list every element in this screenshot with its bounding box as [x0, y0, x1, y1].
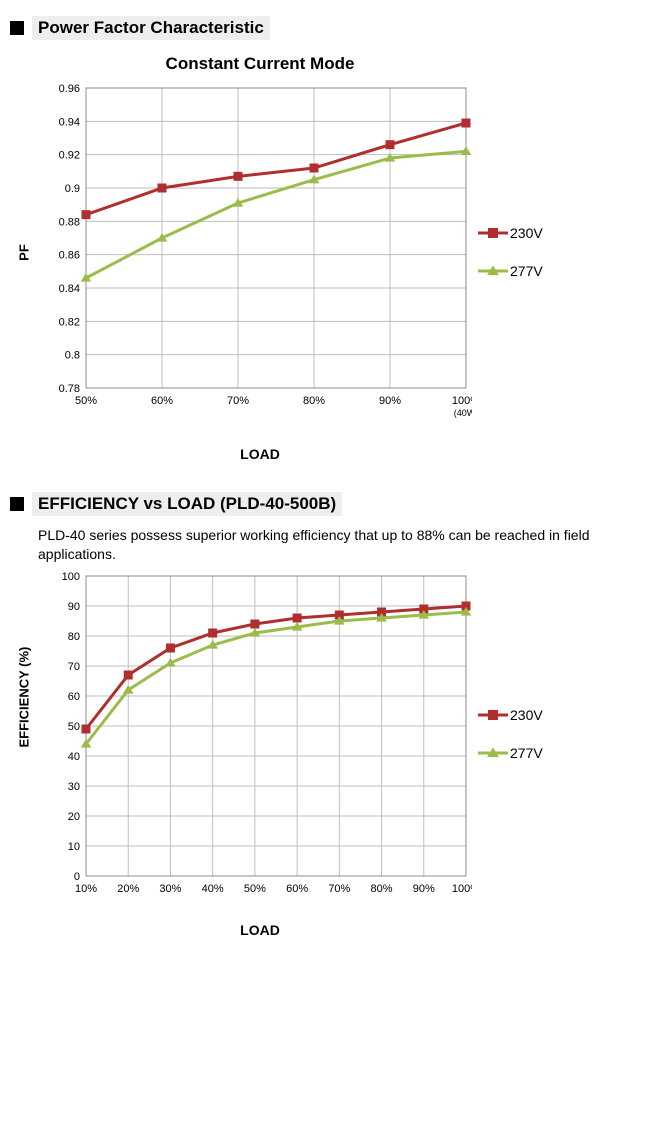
section-heading-row: EFFICIENCY vs LOAD (PLD-40-500B): [10, 492, 660, 516]
svg-text:30: 30: [68, 781, 80, 793]
x-axis-label: LOAD: [70, 446, 450, 462]
page-root: Power Factor Characteristic Constant Curr…: [10, 16, 660, 938]
svg-text:20: 20: [68, 811, 80, 823]
legend-label: 277V: [510, 745, 543, 761]
svg-text:90%: 90%: [413, 883, 435, 895]
svg-text:100%: 100%: [452, 395, 472, 407]
svg-text:60%: 60%: [151, 395, 173, 407]
svg-text:90%: 90%: [379, 395, 401, 407]
y-axis-label: EFFICIENCY (%): [17, 720, 32, 748]
svg-text:0.88: 0.88: [59, 216, 80, 228]
svg-text:0.92: 0.92: [59, 150, 80, 162]
chart-title: Constant Current Mode: [70, 54, 450, 74]
section-description: PLD-40 series possess superior working e…: [38, 526, 598, 564]
bullet-icon: [10, 21, 24, 35]
svg-text:80%: 80%: [371, 883, 393, 895]
svg-text:0.86: 0.86: [59, 250, 80, 262]
section-heading-row: Power Factor Characteristic: [10, 16, 660, 40]
legend-item: 277V: [478, 745, 543, 761]
svg-text:0.8: 0.8: [65, 350, 80, 362]
svg-text:40: 40: [68, 751, 80, 763]
svg-text:60: 60: [68, 691, 80, 703]
svg-text:70%: 70%: [328, 883, 350, 895]
chart-block: PF 0.78 0.8 0.82 0.84 0.86 0.88 0.9 0.92 0.94 0.96…: [10, 80, 660, 424]
bullet-icon: [10, 497, 24, 511]
legend-item: 230V: [478, 225, 543, 241]
legend-label: 230V: [510, 707, 543, 723]
section: EFFICIENCY vs LOAD (PLD-40-500B) PLD-40 s…: [10, 492, 660, 938]
legend-swatch: [478, 746, 508, 760]
legend: 230V 277V: [478, 225, 543, 279]
legend-label: 230V: [510, 225, 543, 241]
svg-text:80%: 80%: [303, 395, 325, 407]
svg-text:0.9: 0.9: [65, 183, 80, 195]
svg-text:40%: 40%: [202, 883, 224, 895]
legend-label: 277V: [510, 263, 543, 279]
svg-text:70: 70: [68, 661, 80, 673]
svg-text:30%: 30%: [159, 883, 181, 895]
x-axis-label: LOAD: [70, 922, 450, 938]
svg-text:50%: 50%: [75, 395, 97, 407]
svg-text:50: 50: [68, 721, 80, 733]
section-heading: EFFICIENCY vs LOAD (PLD-40-500B): [32, 492, 342, 516]
y-axis-label: PF: [17, 238, 32, 266]
svg-text:0.78: 0.78: [59, 383, 80, 395]
svg-text:70%: 70%: [227, 395, 249, 407]
svg-text:0.82: 0.82: [59, 316, 80, 328]
section: Power Factor Characteristic Constant Curr…: [10, 16, 660, 492]
chart-svg: 0.78 0.8 0.82 0.84 0.86 0.88 0.9 0.92 0.94 0.96 50…: [38, 80, 472, 424]
chart-block: EFFICIENCY (%) 0 10 20 30 40 50 60 70 80 90 100 10% 2…: [10, 568, 660, 900]
section-heading: Power Factor Characteristic: [32, 16, 270, 40]
svg-text:10: 10: [68, 841, 80, 853]
svg-text:80: 80: [68, 631, 80, 643]
svg-text:10%: 10%: [75, 883, 97, 895]
legend: 230V 277V: [478, 707, 543, 761]
legend-item: 277V: [478, 263, 543, 279]
legend-item: 230V: [478, 707, 543, 723]
legend-swatch: [478, 226, 508, 240]
svg-text:50%: 50%: [244, 883, 266, 895]
legend-swatch: [478, 708, 508, 722]
svg-text:(40W): (40W): [454, 408, 472, 418]
svg-text:20%: 20%: [117, 883, 139, 895]
svg-text:100: 100: [62, 571, 80, 583]
svg-text:0.84: 0.84: [59, 283, 80, 295]
chart-svg: 0 10 20 30 40 50 60 70 80 90 100 10% 20% 30% 40% 50% 60%…: [38, 568, 472, 900]
svg-text:100%: 100%: [452, 883, 472, 895]
svg-text:60%: 60%: [286, 883, 308, 895]
svg-text:90: 90: [68, 601, 80, 613]
svg-text:0.96: 0.96: [59, 83, 80, 95]
legend-swatch: [478, 264, 508, 278]
svg-text:0: 0: [74, 871, 80, 883]
svg-text:0.94: 0.94: [59, 116, 80, 128]
